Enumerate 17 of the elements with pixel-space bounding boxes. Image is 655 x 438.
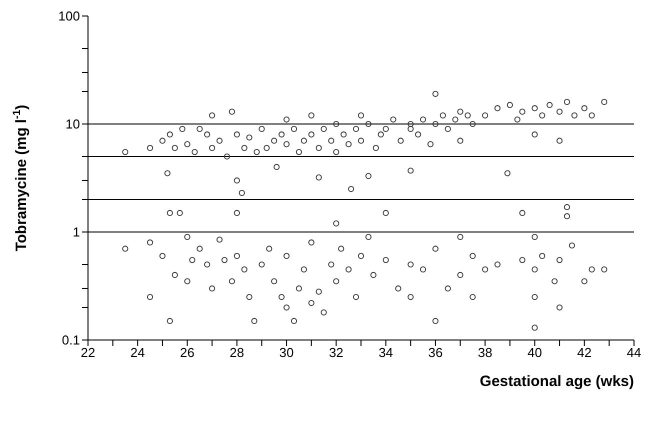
x-tick-label: 26 [180,345,195,360]
y-tick-label: 0.1 [62,332,80,348]
x-tick-label: 42 [577,345,592,360]
y-tick-label: 1 [72,224,80,240]
x-tick-label: 44 [626,345,642,360]
x-tick-label: 28 [230,345,244,360]
x-axis-title: Gestational age (wks) [480,373,634,390]
x-tick-label: 32 [328,345,344,360]
x-tick-label: 22 [80,345,96,360]
x-tick-label: 30 [279,345,294,360]
x-tick-label: 38 [478,345,492,360]
x-tick-label: 36 [428,345,443,360]
y-tick-label: 10 [66,116,80,132]
x-tick-label: 40 [527,345,542,360]
x-tick-label: 24 [130,345,145,360]
y-tick-label: 100 [58,8,80,24]
x-tick-label: 34 [378,345,394,360]
